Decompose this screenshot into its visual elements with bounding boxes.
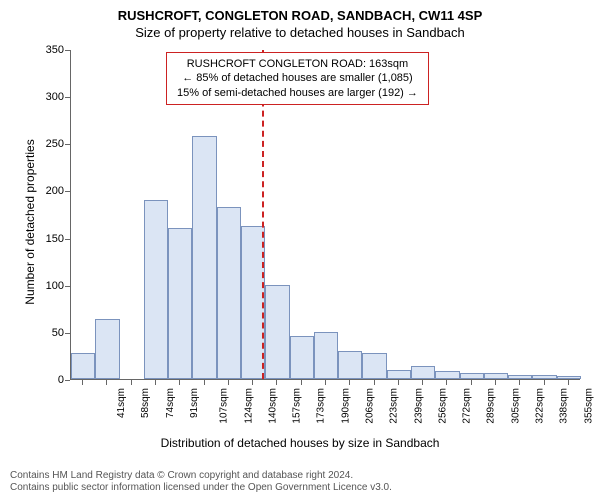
x-tick-mark (398, 380, 399, 385)
y-tick-mark (65, 286, 70, 287)
footer-attribution: Contains HM Land Registry data © Crown c… (10, 470, 392, 494)
x-tick-label: 140sqm (267, 388, 278, 424)
y-tick-label: 250 (46, 138, 64, 150)
x-tick-mark (568, 380, 569, 385)
x-tick-label: 272sqm (462, 388, 473, 424)
x-tick-mark (495, 380, 496, 385)
histogram-bar (168, 228, 192, 379)
x-tick-label: 107sqm (219, 388, 230, 424)
histogram-bar (144, 200, 168, 379)
x-tick-mark (325, 380, 326, 385)
x-tick-label: 239sqm (413, 388, 424, 424)
x-tick-mark (446, 380, 447, 385)
histogram-bar (435, 371, 459, 379)
y-tick-mark (65, 239, 70, 240)
histogram-bar (387, 370, 411, 379)
histogram-bar (362, 353, 386, 379)
x-tick-mark (374, 380, 375, 385)
x-tick-mark (349, 380, 350, 385)
x-tick-mark (252, 380, 253, 385)
annotation-box: RUSHCROFT CONGLETON ROAD: 163sqm ← 85% o… (166, 52, 429, 105)
y-tick-label: 100 (46, 280, 64, 292)
footer-line2: Contains public sector information licen… (10, 482, 392, 494)
x-tick-label: 338sqm (559, 388, 570, 424)
histogram-bar (265, 285, 289, 379)
y-tick-label: 0 (58, 374, 64, 386)
x-tick-mark (82, 380, 83, 385)
x-tick-mark (204, 380, 205, 385)
histogram-bar (217, 207, 241, 379)
histogram-bar (508, 375, 532, 379)
x-tick-label: 74sqm (165, 388, 176, 418)
histogram-bar (460, 373, 484, 379)
x-tick-mark (131, 380, 132, 385)
histogram-bar (314, 332, 338, 379)
histogram-bar (557, 376, 581, 379)
x-tick-mark (228, 380, 229, 385)
x-tick-mark (471, 380, 472, 385)
histogram-bar (71, 353, 95, 379)
x-tick-label: 58sqm (140, 388, 151, 418)
x-tick-mark (179, 380, 180, 385)
title-block: RUSHCROFT, CONGLETON ROAD, SANDBACH, CW1… (0, 8, 600, 40)
x-tick-label: 322sqm (535, 388, 546, 424)
annotation-line3: 15% of semi-detached houses are larger (… (177, 86, 418, 100)
x-tick-mark (519, 380, 520, 385)
y-tick-mark (65, 380, 70, 381)
x-tick-label: 223sqm (389, 388, 400, 424)
x-tick-mark (422, 380, 423, 385)
y-tick-label: 50 (52, 327, 64, 339)
y-axis-label: Number of detached properties (23, 132, 37, 312)
x-tick-label: 173sqm (316, 388, 327, 424)
x-tick-label: 190sqm (340, 388, 351, 424)
histogram-bar (95, 319, 119, 379)
x-tick-label: 124sqm (243, 388, 254, 424)
histogram-bar (411, 366, 435, 379)
y-tick-label: 200 (46, 185, 64, 197)
x-tick-label: 206sqm (365, 388, 376, 424)
x-tick-label: 41sqm (116, 388, 127, 418)
y-tick-mark (65, 191, 70, 192)
y-tick-label: 300 (46, 91, 64, 103)
y-tick-mark (65, 97, 70, 98)
y-tick-mark (65, 333, 70, 334)
x-tick-mark (155, 380, 156, 385)
x-tick-label: 289sqm (486, 388, 497, 424)
y-tick-label: 350 (46, 44, 64, 56)
x-tick-label: 355sqm (583, 388, 594, 424)
x-tick-label: 256sqm (437, 388, 448, 424)
annotation-line2: ← 85% of detached houses are smaller (1,… (177, 71, 418, 85)
histogram-bar (192, 136, 216, 379)
y-tick-mark (65, 144, 70, 145)
chart-title-line1: RUSHCROFT, CONGLETON ROAD, SANDBACH, CW1… (0, 8, 600, 23)
x-tick-label: 157sqm (292, 388, 303, 424)
histogram-bar (532, 375, 556, 379)
x-tick-mark (106, 380, 107, 385)
y-tick-label: 150 (46, 233, 64, 245)
x-tick-mark (544, 380, 545, 385)
histogram-chart: RUSHCROFT, CONGLETON ROAD, SANDBACH, CW1… (0, 0, 600, 500)
y-tick-mark (65, 50, 70, 51)
annotation-line1: RUSHCROFT CONGLETON ROAD: 163sqm (177, 57, 418, 71)
histogram-bar (338, 351, 362, 379)
histogram-bar (484, 373, 508, 379)
x-tick-mark (276, 380, 277, 385)
footer-line1: Contains HM Land Registry data © Crown c… (10, 470, 392, 482)
x-tick-label: 91sqm (189, 388, 200, 418)
histogram-bar (290, 336, 314, 379)
x-axis-label: Distribution of detached houses by size … (0, 436, 600, 450)
chart-title-line2: Size of property relative to detached ho… (0, 25, 600, 40)
x-tick-mark (301, 380, 302, 385)
x-tick-label: 305sqm (510, 388, 521, 424)
